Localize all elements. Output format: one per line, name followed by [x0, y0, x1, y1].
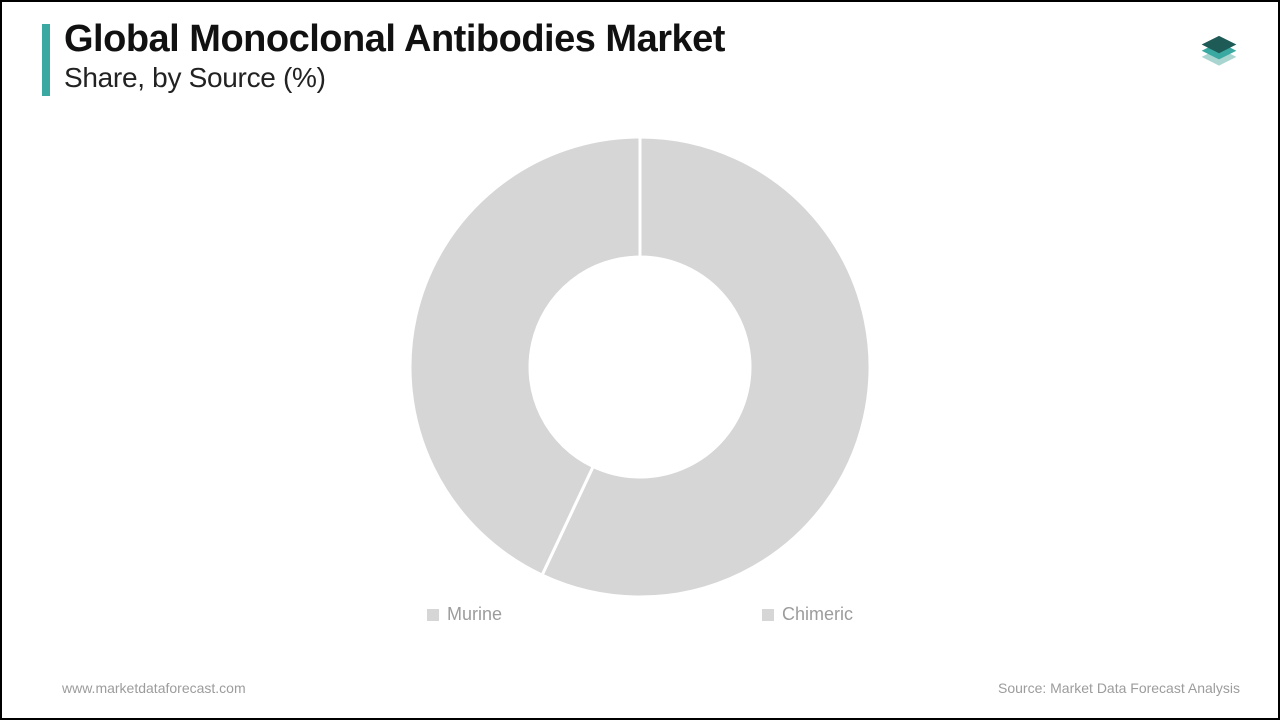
legend-label: Chimeric: [782, 604, 853, 625]
accent-bar: [42, 24, 50, 96]
header: Global Monoclonal Antibodies Market Shar…: [42, 20, 725, 96]
legend-item-murine: Murine: [427, 604, 502, 625]
page-subtitle: Share, by Source (%): [64, 62, 725, 94]
legend-swatch-icon: [427, 609, 439, 621]
legend-item-chimeric: Chimeric: [762, 604, 853, 625]
legend-swatch-icon: [762, 609, 774, 621]
title-block: Global Monoclonal Antibodies Market Shar…: [64, 20, 725, 94]
donut-chart: [2, 127, 1278, 607]
chart-frame: Global Monoclonal Antibodies Market Shar…: [0, 0, 1280, 720]
legend-label: Murine: [447, 604, 502, 625]
legend: Murine Chimeric: [2, 604, 1278, 625]
page-title: Global Monoclonal Antibodies Market: [64, 20, 725, 60]
footer-source: Source: Market Data Forecast Analysis: [998, 680, 1240, 696]
brand-logo-icon: [1188, 16, 1250, 78]
footer-url: www.marketdataforecast.com: [62, 680, 246, 696]
